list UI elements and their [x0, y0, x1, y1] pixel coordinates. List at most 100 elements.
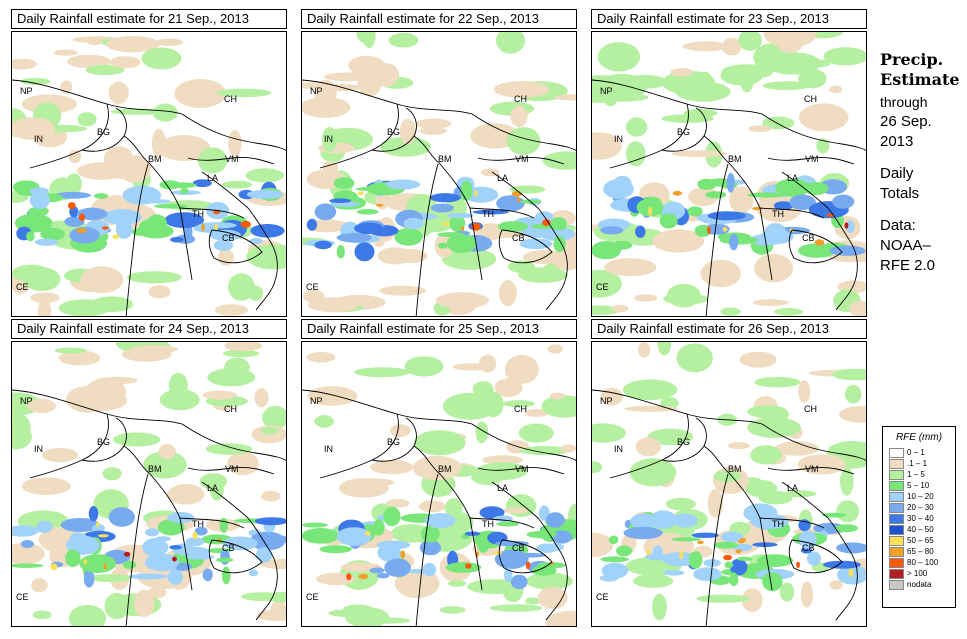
rain-patch [376, 540, 411, 550]
rain-cell [844, 222, 849, 229]
rain-patch [12, 424, 32, 450]
rain-patch [630, 513, 659, 529]
country-border [545, 237, 568, 311]
rain-patch [412, 455, 462, 481]
rain-patch [60, 518, 100, 532]
rain-patch [519, 446, 570, 456]
rain-patch [832, 368, 866, 381]
rain-patch [167, 512, 195, 523]
country-label-la: LA [497, 483, 509, 493]
rain-patch [803, 182, 829, 195]
rain-patch [798, 68, 827, 89]
rain-patch [42, 448, 78, 463]
rain-patch [729, 186, 754, 214]
rain-patch [479, 506, 505, 519]
country-label-bg: BG [677, 127, 691, 137]
country-border [761, 423, 866, 461]
rain-patch [634, 294, 658, 302]
rain-patch [256, 609, 286, 621]
rain-patch [108, 81, 129, 105]
rain-cell [460, 226, 465, 232]
legend-label: 0 – 1 [907, 447, 925, 457]
country-border [302, 389, 473, 425]
legend-label: 10 – 20 [907, 491, 934, 501]
rain-patch [152, 103, 178, 122]
rain-cell [697, 540, 704, 545]
country-border [255, 547, 278, 621]
rain-patch [336, 233, 372, 243]
country-label-ce: CE [16, 282, 29, 292]
rain-patch [216, 557, 234, 563]
rain-patch [789, 194, 816, 210]
rain-patch [638, 342, 651, 358]
legend-swatch [889, 546, 904, 557]
country-label-np: NP [20, 86, 33, 96]
country-label-ch: CH [514, 404, 527, 414]
rain-patch [21, 477, 71, 495]
legend-item: 5 – 10 [883, 480, 955, 491]
rain-patch [777, 38, 802, 54]
rain-patch [28, 206, 49, 216]
rain-patch [246, 189, 284, 199]
country-label-la: LA [787, 173, 799, 183]
rain-patch [248, 569, 259, 577]
rain-patch [773, 201, 794, 211]
rain-patch [448, 580, 466, 587]
rain-patch [134, 589, 155, 618]
rain-patch [419, 127, 447, 135]
rain-cell [217, 538, 221, 543]
rain-patch [113, 432, 161, 447]
country-border [469, 517, 483, 591]
legend-label: .1 – 1 [907, 458, 928, 468]
country-label-la: LA [207, 173, 219, 183]
country-border [208, 539, 263, 574]
rain-patch [329, 201, 360, 207]
rain-patch [302, 96, 351, 118]
rain-patch [166, 182, 197, 189]
rainfall-field [12, 36, 286, 316]
legend-swatch [889, 513, 904, 524]
rain-patch [205, 443, 253, 455]
rain-patch [510, 574, 528, 590]
rain-patch [480, 168, 500, 177]
rain-patch [66, 173, 82, 196]
rain-patch [608, 535, 619, 545]
rain-patch [694, 224, 712, 237]
rain-patch [106, 36, 160, 53]
rain-patch [390, 424, 411, 438]
legend-swatch [889, 458, 904, 469]
rain-cell [97, 534, 109, 538]
rain-patch [54, 191, 91, 199]
country-border [759, 207, 773, 281]
rain-patch [622, 379, 678, 401]
rain-cell [357, 191, 364, 196]
rain-patch [88, 506, 99, 522]
rain-patch [127, 271, 182, 284]
rain-patch [531, 565, 557, 576]
rain-patch [146, 214, 167, 233]
rain-patch [497, 221, 528, 232]
country-label-bg: BG [387, 437, 401, 447]
rain-patch [747, 192, 786, 198]
rain-patch [797, 454, 847, 475]
rainfall-field [302, 344, 576, 626]
country-border [498, 229, 553, 264]
rain-patch [104, 592, 130, 620]
country-border [469, 517, 535, 529]
rain-patch [487, 531, 508, 545]
country-label-ce: CE [596, 282, 609, 292]
country-label-np: NP [20, 396, 33, 406]
country-border [781, 481, 849, 549]
rain-patch [131, 228, 150, 236]
rain-cell [83, 559, 88, 565]
rain-patch [329, 198, 352, 203]
country-label-bm: BM [438, 154, 452, 164]
rain-patch [729, 572, 739, 587]
rain-patch [663, 293, 709, 305]
rain-cell [123, 551, 131, 557]
country-label-in: IN [324, 444, 333, 454]
rain-patch [399, 118, 416, 145]
legend-item: 50 – 65 [883, 535, 955, 546]
rain-cell [358, 573, 369, 580]
rain-cell [112, 234, 120, 239]
